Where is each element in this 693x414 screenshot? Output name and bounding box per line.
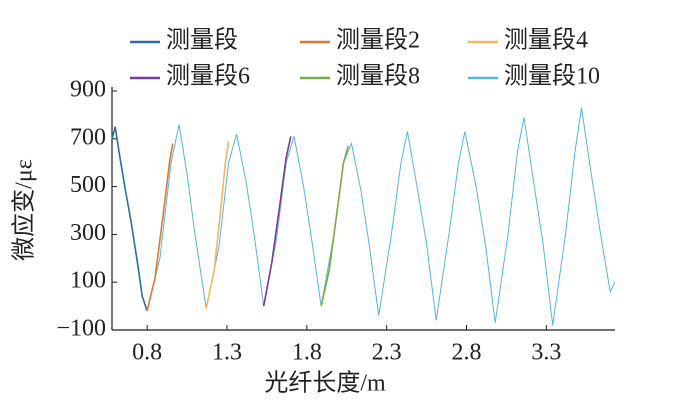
legend-label: 测量段4: [504, 27, 588, 54]
y-tick-label: 300: [70, 220, 106, 246]
x-tick-label: 2.8: [451, 340, 481, 366]
y-tick-label: 500: [70, 172, 106, 198]
x-axis-label: 光纤长度/m: [264, 370, 386, 397]
legend-label: 测量段6: [166, 63, 250, 90]
series-line: [320, 145, 350, 307]
legend-label: 测量段2: [336, 27, 420, 54]
x-tick-label: 3.3: [531, 340, 561, 366]
legend-label: 测量段8: [336, 63, 420, 90]
x-tick-label: 0.8: [132, 340, 162, 366]
y-tick-label: 100: [70, 268, 106, 294]
series-line: [111, 126, 148, 312]
x-tick-label: 2.3: [372, 340, 402, 366]
series-line: [146, 143, 174, 312]
y-tick-label: 900: [70, 77, 106, 103]
legend-label: 测量段: [166, 27, 238, 54]
series-line: [262, 136, 292, 307]
y-axis-label: 微应变/με: [11, 159, 38, 261]
x-tick-label: 1.3: [212, 340, 242, 366]
series-line: [205, 141, 230, 309]
y-tick-label: 700: [70, 124, 106, 150]
y-tick-label: −100: [56, 316, 106, 342]
legend-label: 测量段10: [504, 63, 600, 90]
series-line: [146, 107, 616, 326]
x-tick-label: 1.8: [292, 340, 322, 366]
